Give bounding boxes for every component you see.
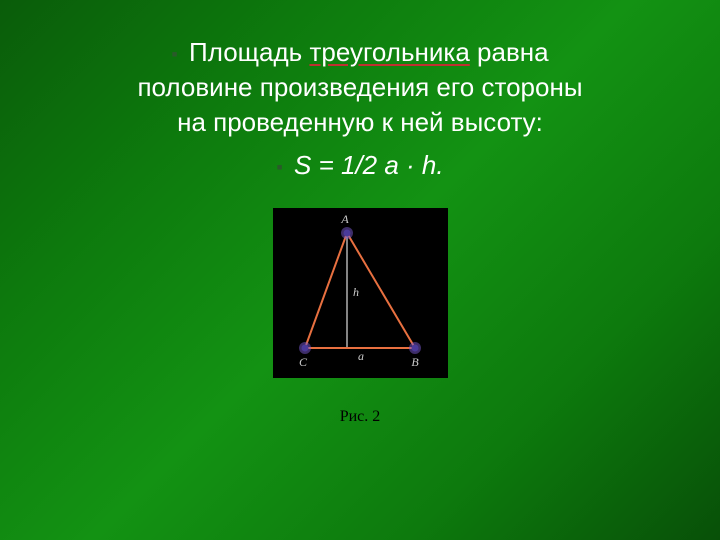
bullet-icon: ▪: [171, 44, 177, 64]
figure-area: A B Ca h Рис. 2: [0, 208, 720, 426]
theorem-text: ▪ Площадь треугольника равна половине пр…: [0, 35, 720, 140]
slide-content: ▪ Площадь треугольника равна половине пр…: [0, 0, 720, 426]
formula-line: ▪ S = 1/2 a · h.: [0, 148, 720, 183]
figure-caption: Рис. 2: [340, 408, 381, 426]
svg-text:h: h: [353, 285, 359, 299]
text-part-2: равна: [470, 37, 549, 67]
text-line-2: половине произведения его стороны: [137, 72, 582, 102]
formula-text: S = 1/2 a · h.: [294, 150, 444, 180]
svg-text:a: a: [358, 349, 364, 363]
text-part-1: Площадь: [189, 37, 309, 67]
bullet-icon: ▪: [276, 157, 282, 177]
svg-text:B: B: [411, 355, 419, 369]
triangle-diagram: A B Ca h: [273, 208, 448, 378]
svg-text:C: C: [298, 355, 307, 369]
text-line-3: на проведенную к ней высоту:: [177, 107, 543, 137]
svg-text:A: A: [340, 212, 349, 226]
link-triangle[interactable]: треугольника: [309, 37, 469, 67]
triangle-svg: A B Ca h: [273, 208, 448, 378]
